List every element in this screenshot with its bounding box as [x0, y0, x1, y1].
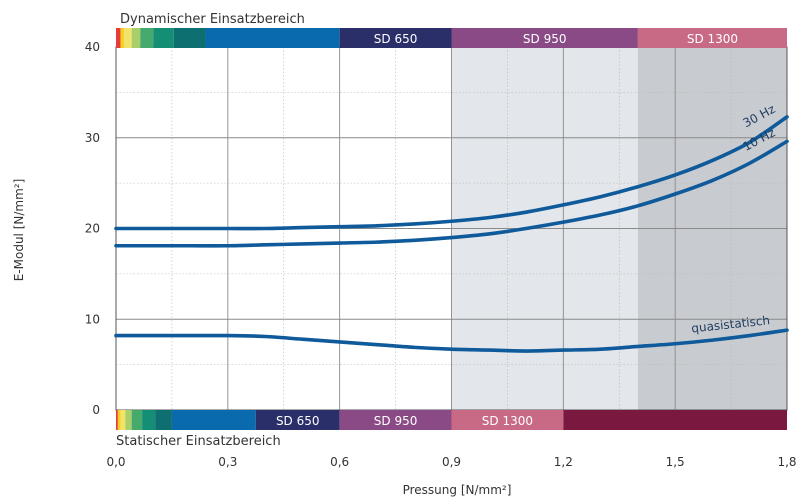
dynamic-band-segment-6: [173, 28, 206, 48]
x-tick-label: 0,0: [106, 455, 125, 469]
y-tick-label: 0: [92, 403, 100, 417]
static-band-label-sd-650: SD 650: [276, 414, 320, 428]
dynamic-band-segment-5: [153, 28, 174, 48]
series-line-10-hz: [114, 139, 789, 248]
dynamic-band-segment-1: [120, 28, 125, 48]
dynamic-band-label-sd-650: SD 650: [374, 32, 418, 46]
x-tick-label: 1,2: [554, 455, 573, 469]
usage-bands: SD 650 SD 950 SD 1300 SD 650 SD 950 SD 1300: [116, 28, 787, 430]
axis-ticks: 0,0 0,3 0,6 0,9 1,2 1,5 1,8 0 10 20 30 40: [85, 40, 797, 469]
static-band-segment-9: [339, 410, 452, 430]
series-line-30-hz: [114, 115, 789, 231]
x-axis-label: Pressung [N/mm²]: [403, 483, 512, 497]
dynamic-band-segment-9: [451, 28, 638, 48]
x-tick-label: 0,9: [442, 455, 461, 469]
y-tick-label: 40: [85, 40, 100, 54]
static-band-segment-2: [120, 410, 126, 430]
x-tick-label: 0,6: [330, 455, 349, 469]
dynamic-band-segment-2: [124, 28, 132, 48]
dynamic-band-label-sd-1300: SD 1300: [687, 32, 738, 46]
dynamic-band-label-sd-950: SD 950: [523, 32, 567, 46]
x-tick-label: 1,8: [777, 455, 796, 469]
y-tick-label: 20: [85, 222, 100, 236]
dynamic-band-segment-0: [116, 28, 121, 48]
static-band-segment-8: [255, 410, 340, 430]
dynamic-band-title: Dynamischer Einsatzbereich: [120, 12, 305, 27]
static-band-segment-3: [125, 410, 132, 430]
static-band-segment-4: [131, 410, 143, 430]
dynamic-band-segment-3: [131, 28, 141, 48]
static-band-label-sd-950: SD 950: [374, 414, 418, 428]
static-band-segment-6: [155, 410, 172, 430]
x-tick-label: 1,5: [666, 455, 685, 469]
static-band-label-sd-1300: SD 1300: [482, 414, 533, 428]
static-band-segment-11: [563, 410, 787, 430]
y-tick-label: 10: [85, 312, 100, 326]
static-band-segment-7: [171, 410, 256, 430]
x-tick-label: 0,3: [218, 455, 237, 469]
static-band-segment-1: [117, 410, 121, 430]
series-line-quasistatisch: [114, 328, 789, 353]
y-axis-label: E-Modul [N/mm²]: [12, 179, 26, 282]
static-band-segment-10: [451, 410, 564, 430]
data-series: [114, 115, 789, 353]
dynamic-band-segment-7: [205, 28, 340, 48]
static-band-segment-0: [116, 410, 118, 430]
dynamic-band-segment-8: [339, 28, 452, 48]
dynamic-band-segment-10: [637, 28, 787, 48]
static-band-title: Statischer Einsatzbereich: [116, 434, 281, 449]
y-tick-label: 30: [85, 131, 100, 145]
dynamic-band-segment-4: [140, 28, 154, 48]
static-band-segment-5: [142, 410, 156, 430]
